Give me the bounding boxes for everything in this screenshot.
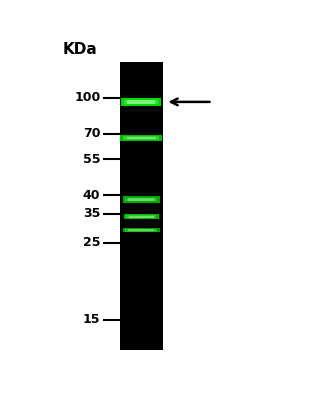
Bar (125, 198, 157, 201)
Text: KDa: KDa (63, 42, 97, 57)
Bar (128, 198, 154, 201)
Bar (123, 136, 159, 140)
Bar (123, 228, 160, 232)
Bar (123, 196, 160, 203)
Bar (121, 98, 161, 106)
Text: 35: 35 (83, 207, 100, 220)
Bar (128, 100, 155, 104)
Bar (123, 213, 160, 220)
Bar (122, 227, 161, 234)
Text: 40: 40 (83, 189, 100, 202)
Bar (120, 135, 162, 141)
Text: A: A (135, 42, 147, 57)
Bar (120, 96, 162, 108)
Bar (120, 62, 163, 350)
Text: 25: 25 (83, 236, 100, 249)
Bar (127, 137, 156, 139)
Text: 15: 15 (83, 313, 100, 326)
Bar (128, 230, 154, 231)
Bar (122, 195, 161, 204)
Text: 100: 100 (74, 91, 100, 104)
Bar (119, 133, 164, 142)
Bar (124, 100, 158, 104)
Bar (124, 214, 159, 219)
Bar (125, 229, 157, 232)
Text: 55: 55 (83, 153, 100, 166)
Bar (129, 216, 154, 218)
Bar (127, 216, 156, 218)
Text: 70: 70 (83, 127, 100, 140)
